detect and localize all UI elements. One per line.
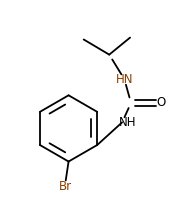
Text: HN: HN (116, 73, 133, 86)
Text: O: O (157, 96, 166, 109)
Text: Br: Br (59, 180, 72, 193)
Text: NH: NH (119, 116, 137, 129)
